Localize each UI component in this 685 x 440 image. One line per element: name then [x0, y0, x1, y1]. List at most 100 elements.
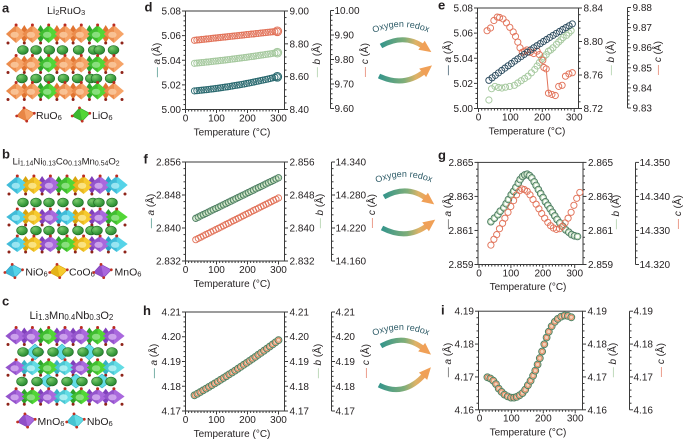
svg-text:9.83: 9.83 [633, 104, 653, 115]
svg-text:2.832: 2.832 [156, 257, 181, 268]
svg-text:— c (Å): — c (Å) [365, 194, 378, 228]
svg-text:4.16: 4.16 [588, 405, 608, 416]
svg-text:200: 200 [239, 114, 256, 125]
svg-text:4.19: 4.19 [588, 307, 608, 318]
svg-text:4.17: 4.17 [634, 372, 654, 383]
svg-text:2.863: 2.863 [448, 192, 473, 203]
svg-text:4.18: 4.18 [588, 340, 608, 351]
svg-text:9.70: 9.70 [335, 80, 355, 91]
svg-text:8.72: 8.72 [584, 104, 604, 115]
svg-text:2.859: 2.859 [448, 260, 473, 271]
svg-text:NiO6: NiO6 [25, 267, 47, 279]
svg-text:9.85: 9.85 [633, 63, 653, 74]
svg-text:5.02: 5.02 [454, 79, 474, 90]
svg-text:— b (Å): — b (Å) [609, 195, 622, 229]
svg-text:0: 0 [476, 113, 482, 124]
svg-text:— a (Å): — a (Å) [441, 195, 454, 229]
svg-text:0: 0 [183, 265, 189, 276]
svg-text:4.20: 4.20 [290, 332, 310, 343]
svg-text:9.80: 9.80 [335, 55, 355, 66]
svg-text:— c (Å): — c (Å) [651, 41, 664, 75]
svg-text:100: 100 [503, 269, 520, 280]
svg-text:4.18: 4.18 [336, 382, 356, 393]
svg-text:— a (Å): — a (Å) [144, 194, 157, 228]
svg-text:c: c [2, 294, 9, 309]
svg-text:LiO6: LiO6 [92, 110, 113, 122]
svg-text:300: 300 [270, 265, 287, 276]
svg-text:4.18: 4.18 [162, 382, 182, 393]
svg-text:8.84: 8.84 [584, 4, 604, 15]
svg-text:4.18: 4.18 [290, 382, 310, 393]
svg-text:4.17: 4.17 [336, 407, 356, 418]
svg-text:0: 0 [183, 415, 189, 426]
svg-text:5.02: 5.02 [162, 80, 182, 91]
svg-text:200: 200 [239, 415, 256, 426]
svg-text:CoO6: CoO6 [69, 267, 95, 279]
svg-text:14.330: 14.330 [640, 226, 671, 237]
svg-text:2.861: 2.861 [588, 226, 613, 237]
svg-text:— c (Å): — c (Å) [671, 195, 684, 229]
svg-text:— a (Å): — a (Å) [150, 43, 163, 77]
svg-text:2.861: 2.861 [448, 226, 473, 237]
svg-text:300: 300 [567, 414, 584, 425]
svg-text:5.06: 5.06 [162, 31, 182, 42]
svg-text:Li1.14Ni0.13Co0.13Mn0.54O2: Li1.14Ni0.13Co0.13Mn0.54O2 [13, 157, 120, 168]
svg-text:100: 100 [208, 114, 225, 125]
svg-text:4.16: 4.16 [455, 405, 475, 416]
svg-text:4.16: 4.16 [634, 405, 654, 416]
svg-text:9.00: 9.00 [290, 7, 310, 18]
svg-text:9.86: 9.86 [633, 43, 653, 54]
svg-text:4.18: 4.18 [634, 340, 654, 351]
svg-text:4.19: 4.19 [455, 307, 475, 318]
svg-text:— c (Å): — c (Å) [359, 344, 372, 378]
svg-text:MnO6: MnO6 [38, 416, 65, 428]
svg-text:5.00: 5.00 [454, 104, 474, 115]
svg-text:100: 100 [503, 414, 520, 425]
svg-text:e: e [438, 0, 445, 13]
svg-text:0: 0 [183, 114, 189, 125]
svg-text:9.84: 9.84 [633, 83, 653, 94]
svg-text:4.19: 4.19 [336, 357, 356, 368]
svg-text:4.20: 4.20 [336, 332, 356, 343]
svg-text:2.848: 2.848 [156, 191, 181, 202]
svg-text:5.04: 5.04 [162, 56, 182, 67]
svg-text:— b (Å): — b (Å) [604, 41, 617, 75]
svg-text:b: b [2, 147, 10, 162]
svg-text:100: 100 [502, 113, 519, 124]
svg-text:8.80: 8.80 [584, 37, 604, 48]
svg-text:2.848: 2.848 [290, 191, 315, 202]
svg-text:— a (Å): — a (Å) [147, 344, 160, 378]
svg-text:4.21: 4.21 [336, 308, 356, 319]
svg-text:Temperature (°C): Temperature (°C) [194, 279, 271, 290]
svg-text:10.00: 10.00 [335, 6, 360, 17]
svg-text:300: 300 [270, 114, 287, 125]
svg-text:9.60: 9.60 [335, 104, 355, 115]
svg-text:NbO6: NbO6 [87, 416, 113, 428]
svg-text:i: i [441, 303, 445, 318]
svg-text:4.21: 4.21 [290, 308, 310, 319]
svg-text:0: 0 [477, 414, 483, 425]
svg-text:d: d [145, 0, 153, 15]
svg-text:4.20: 4.20 [162, 332, 182, 343]
svg-text:Temperature (°C): Temperature (°C) [489, 127, 566, 138]
svg-text:2.859: 2.859 [588, 260, 613, 271]
svg-text:8.76: 8.76 [584, 71, 604, 82]
svg-text:14.280: 14.280 [336, 191, 367, 202]
svg-text:— b (Å): — b (Å) [606, 343, 619, 377]
svg-text:f: f [144, 152, 149, 167]
svg-text:— a (Å): — a (Å) [441, 343, 454, 377]
svg-text:2.856: 2.856 [156, 158, 181, 169]
svg-text:4.17: 4.17 [290, 407, 310, 418]
svg-text:g: g [438, 148, 446, 163]
svg-text:8.60: 8.60 [290, 72, 310, 83]
svg-text:5.06: 5.06 [454, 29, 474, 40]
svg-text:Li1.3Mn0.4Nb0.3O2: Li1.3Mn0.4Nb0.3O2 [30, 310, 114, 322]
svg-text:2.840: 2.840 [156, 224, 181, 235]
svg-text:— a (Å): — a (Å) [441, 41, 454, 75]
svg-text:— b (Å): — b (Å) [310, 43, 323, 77]
svg-text:4.18: 4.18 [455, 340, 475, 351]
svg-text:— b (Å): — b (Å) [311, 344, 324, 378]
svg-text:— c (Å): — c (Å) [654, 343, 667, 377]
svg-text:Temperature (°C): Temperature (°C) [194, 429, 271, 440]
svg-text:h: h [143, 303, 151, 318]
